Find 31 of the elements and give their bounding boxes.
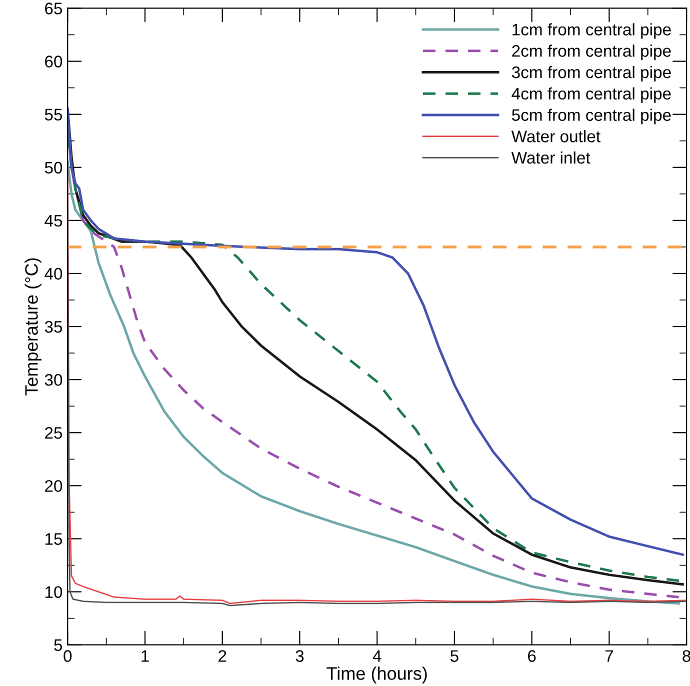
x-tick-label: 5 — [450, 650, 458, 662]
y-tick-label: 10 — [45, 586, 62, 598]
y-tick-label: 15 — [45, 533, 62, 545]
y-tick-label: 5 — [54, 639, 62, 652]
x-tick-label: 0 — [64, 650, 72, 662]
y-tick-label: 40 — [44, 268, 62, 280]
x-tick-label: 1 — [142, 650, 149, 662]
legend-label: 2cm from central pipe — [512, 44, 671, 60]
legend-label: 3cm from central pipe — [512, 66, 671, 82]
y-tick-label: 35 — [44, 320, 62, 333]
legend-label: Water inlet — [511, 151, 590, 164]
legend-label: 4cm from central pipe — [512, 87, 671, 103]
y-tick-label: 20 — [45, 480, 62, 492]
legend-label: 5cm from central pipe — [512, 108, 671, 124]
y-axis-title: Temperature (°C) — [24, 258, 42, 396]
legend-label: Water outlet — [511, 130, 600, 142]
y-tick-label: 45 — [44, 215, 62, 227]
y-tick-label: 55 — [44, 108, 62, 121]
x-tick-label: 2 — [218, 650, 226, 662]
x-axis-title: Time (hours) — [326, 666, 427, 684]
y-tick-label: 60 — [45, 56, 62, 68]
y-tick-label: 65 — [45, 2, 62, 14]
x-tick-label: 7 — [605, 650, 613, 662]
x-tick-label: 3 — [296, 650, 304, 662]
y-tick-label: 30 — [44, 374, 62, 386]
x-tick-label: 8 — [682, 650, 690, 662]
y-tick-label: 25 — [45, 427, 62, 439]
y-tick-label: 50 — [44, 162, 62, 174]
x-tick-label: 4 — [372, 650, 382, 662]
legend-label: 1cm from central pipe — [512, 23, 671, 39]
x-tick-label: 6 — [528, 650, 536, 662]
